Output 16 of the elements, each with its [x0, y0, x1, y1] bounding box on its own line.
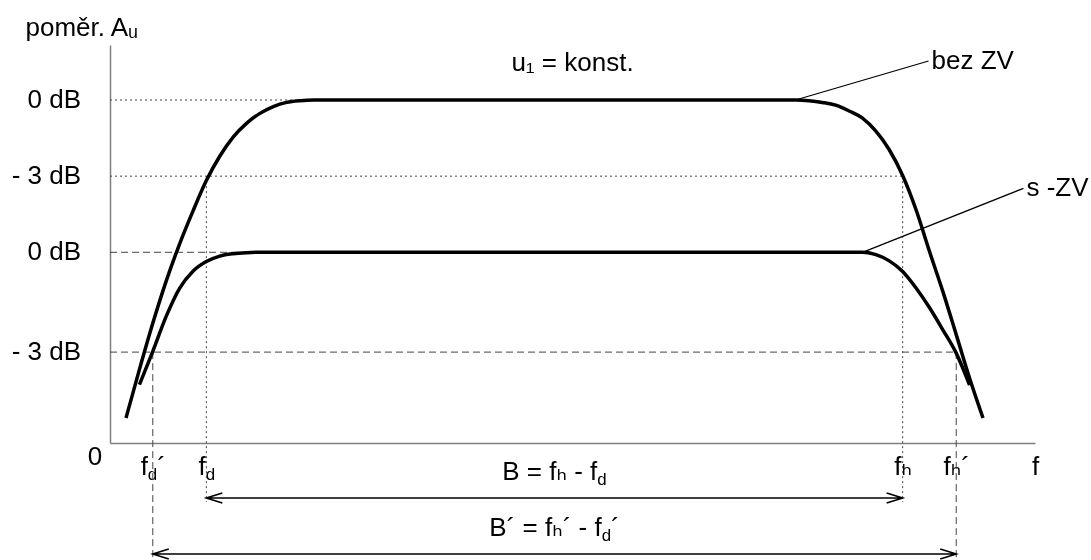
x-tick-label: f$_{d}$´	[140, 450, 166, 484]
y-axis-title: poměr. Aᵤ	[25, 11, 139, 42]
x-tick-label: f$_{d}$	[198, 450, 216, 484]
ref-line-label: 0 dB	[27, 236, 81, 267]
x-tick-label: fₕ	[894, 450, 913, 481]
text: 0	[87, 441, 103, 471]
text: bez ZV	[931, 45, 1015, 75]
ref-line-label: 0 dB	[27, 84, 81, 114]
x-axis-title: f	[1031, 450, 1040, 481]
ref-line-label: - 3 dB	[11, 160, 81, 191]
x-tick-label: fₕ´	[943, 450, 970, 481]
text: B´ = fₕ´ - f$_{d}$´	[489, 512, 620, 546]
ref-line-label: - 3 dB	[11, 336, 81, 367]
text: s -ZV	[1026, 172, 1090, 203]
text: B = fₕ - f$_{d}$	[502, 456, 607, 490]
text: u₁ = konst.	[511, 47, 634, 77]
